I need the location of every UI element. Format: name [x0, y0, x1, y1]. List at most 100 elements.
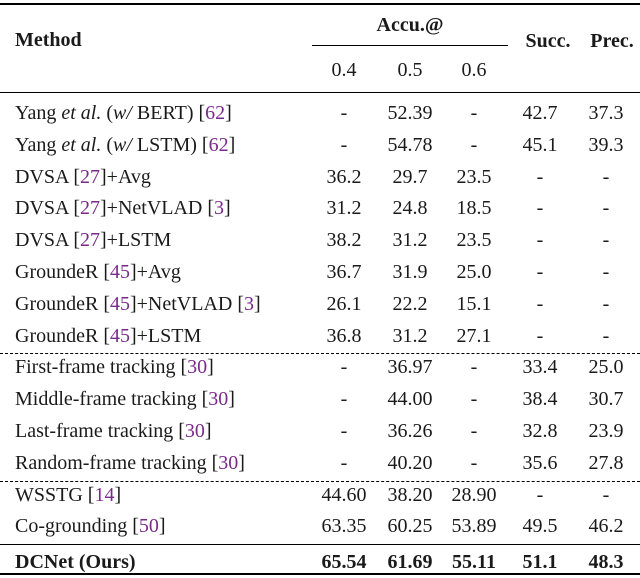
citation-link[interactable]: 30 — [184, 420, 205, 442]
citation-link[interactable]: 14 — [94, 483, 115, 506]
value-cell-ours: 55.11 — [452, 551, 496, 574]
method-text: DVSA [ — [15, 229, 81, 252]
citation-link[interactable]: 45 — [109, 261, 130, 283]
value-cell: 31.2 — [326, 197, 362, 220]
value-cell: 30.7 — [588, 388, 624, 411]
value-cell: 25.0 — [588, 356, 624, 379]
citation-link[interactable]: 27 — [80, 197, 101, 220]
method-text: ] — [225, 102, 232, 124]
method-text: BERT) [ — [131, 102, 206, 124]
value-cell: 33.4 — [522, 356, 558, 379]
method-text: ] — [228, 388, 235, 411]
table-row: GroundeR [45]+Avg 36.7 31.9 25.0 - - — [0, 256, 640, 288]
value-cell: - — [340, 356, 348, 379]
method-text: ] — [238, 451, 245, 474]
method-label: GroundeR [45]+NetVLAD [3] — [15, 292, 261, 316]
value-cell: 42.7 — [522, 102, 558, 124]
value-cell: - — [536, 261, 544, 283]
value-cell: - — [602, 324, 610, 347]
citation-link[interactable]: 50 — [138, 515, 159, 538]
method-text: Co-grounding [ — [15, 515, 139, 538]
method-text: GroundeR [ — [15, 261, 110, 283]
method-label: GroundeR [45]+Avg — [15, 260, 181, 284]
citation-link[interactable]: 27 — [80, 165, 101, 188]
group-separator — [0, 353, 640, 355]
citation-link[interactable]: 3 — [214, 197, 225, 220]
citation-link[interactable]: 27 — [80, 229, 101, 252]
method-text: w/ — [113, 133, 132, 156]
citation-link[interactable]: 62 — [205, 102, 226, 124]
table-row: Last-frame tracking [30] - 36.26 - 32.8 23.9 — [0, 415, 640, 447]
method-text: GroundeR [ — [15, 292, 110, 315]
method-text: ] — [224, 197, 231, 220]
citation-link[interactable]: 30 — [187, 356, 208, 379]
method-label: DVSA [27]+LSTM — [15, 228, 171, 252]
method-label: GroundeR [45]+LSTM — [15, 324, 201, 348]
value-cell: 38.4 — [522, 388, 558, 411]
method-text: ] — [228, 133, 236, 156]
value-cell: - — [470, 102, 478, 124]
method-text: ]+LSTM — [129, 324, 202, 347]
value-cell: 45.1 — [522, 133, 558, 156]
value-cell: 38.20 — [387, 483, 433, 506]
method-text: LSTM) [ — [131, 133, 209, 156]
header-threshold-06: 0.6 — [461, 59, 487, 81]
table-row: DVSA [27]+Avg 36.2 29.7 23.5 - - — [0, 161, 640, 193]
value-cell: - — [536, 292, 544, 315]
value-cell: 53.89 — [451, 515, 497, 538]
method-text: Last-frame tracking [ — [15, 420, 185, 442]
header-threshold-04: 0.4 — [331, 59, 357, 81]
method-label: Last-frame tracking [30] — [15, 419, 212, 443]
table-row: Yang et al. (w/ BERT) [62] - 52.39 - 42.7 37.… — [0, 97, 640, 129]
citation-link[interactable]: 30 — [218, 451, 239, 474]
method-text: ] — [204, 420, 212, 442]
method-label: DVSA [27]+NetVLAD [3] — [15, 196, 231, 220]
method-label: Middle-frame tracking [30] — [15, 387, 235, 411]
value-cell: - — [602, 261, 610, 283]
value-cell: 44.00 — [387, 388, 433, 411]
value-cell: 26.1 — [326, 292, 362, 315]
value-cell: 36.8 — [326, 324, 362, 347]
value-cell: - — [470, 356, 478, 379]
value-cell: 32.8 — [522, 420, 558, 442]
value-cell: - — [602, 165, 610, 188]
method-text: ]+NetVLAD [ — [100, 197, 215, 220]
value-cell: 38.2 — [326, 229, 362, 252]
value-cell: 39.3 — [588, 133, 624, 156]
citation-link[interactable]: 30 — [208, 388, 229, 411]
value-cell: - — [602, 483, 610, 506]
value-cell: - — [470, 133, 478, 156]
citation-link[interactable]: 45 — [109, 324, 130, 347]
method-text: ]+LSTM — [100, 229, 172, 252]
method-label-ours: DCNet (Ours) — [15, 551, 136, 574]
method-label: Yang et al. (w/ LSTM) [62] — [15, 133, 235, 157]
value-cell: 63.35 — [321, 515, 367, 538]
citation-link[interactable]: 3 — [244, 292, 255, 315]
method-text: ] — [158, 515, 166, 538]
value-cell: 22.2 — [392, 292, 428, 315]
table-row: Middle-frame tracking [30] - 44.00 - 38.4 30.… — [0, 383, 640, 415]
bottom-rule — [0, 573, 640, 575]
citation-link[interactable]: 45 — [109, 292, 130, 315]
header-prec: Prec. — [590, 30, 634, 52]
citation-link[interactable]: 62 — [208, 133, 229, 156]
value-cell-ours: 65.54 — [321, 551, 367, 574]
method-text: Yang — [15, 133, 62, 156]
method-text: Middle-frame tracking [ — [15, 388, 209, 411]
method-text: ( — [101, 102, 113, 124]
value-cell: - — [536, 324, 544, 347]
value-cell: - — [536, 165, 544, 188]
value-cell: 60.25 — [387, 515, 433, 538]
value-cell: 18.5 — [456, 197, 492, 220]
value-cell: 36.97 — [387, 356, 433, 379]
table-row: Random-frame tracking [30] - 40.20 - 35.6 27.… — [0, 447, 640, 479]
value-cell: - — [340, 102, 348, 124]
header-rule — [0, 92, 640, 93]
table-row: WSSTG [14] 44.60 38.20 28.90 - - — [0, 479, 640, 511]
header-threshold-05: 0.5 — [397, 59, 423, 81]
value-cell: 31.2 — [392, 324, 428, 347]
method-text: GroundeR [ — [15, 324, 110, 347]
method-text: w/ — [113, 102, 132, 124]
method-text: ]+NetVLAD [ — [129, 292, 245, 315]
method-text: DVSA [ — [15, 197, 81, 220]
